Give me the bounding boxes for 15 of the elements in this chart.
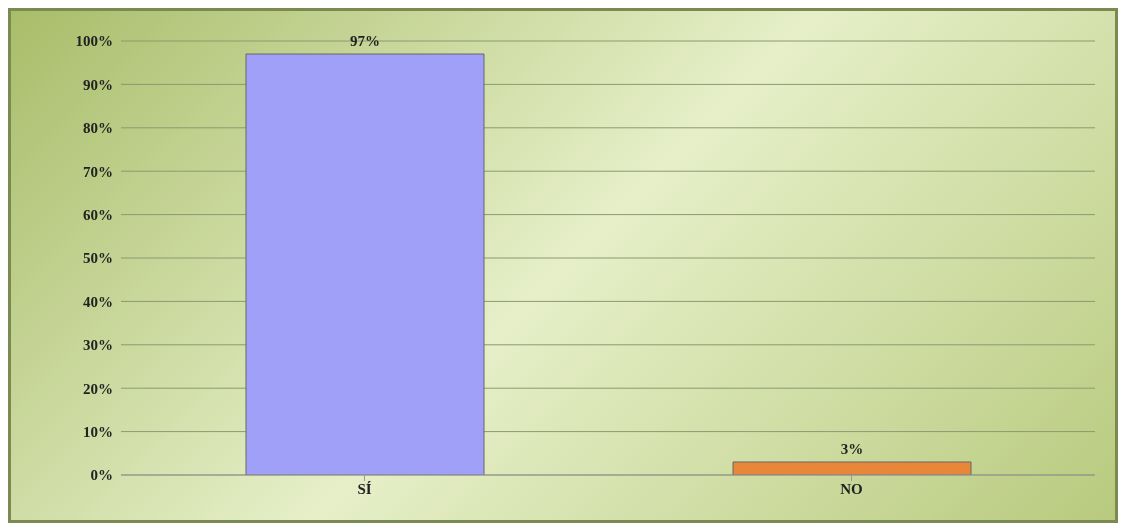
y-tick-label: 70% [83, 163, 113, 180]
y-tick-label: 90% [83, 76, 113, 93]
y-tick-label: 100% [75, 33, 113, 50]
y-tick-label: 60% [83, 206, 113, 223]
y-tick-label: 50% [83, 250, 113, 267]
y-tick-label: 30% [83, 337, 113, 354]
y-tick-label: 80% [83, 120, 113, 137]
y-tick-label: 40% [83, 293, 113, 310]
y-tick-label: 0% [90, 467, 113, 484]
y-tick-label: 20% [83, 380, 113, 397]
data-label: 97% [350, 33, 380, 50]
y-tick-label: 10% [83, 423, 113, 440]
x-tick-label: SÍ [357, 480, 372, 497]
data-label: 3% [840, 440, 864, 457]
x-tick-label: NO [840, 480, 863, 497]
